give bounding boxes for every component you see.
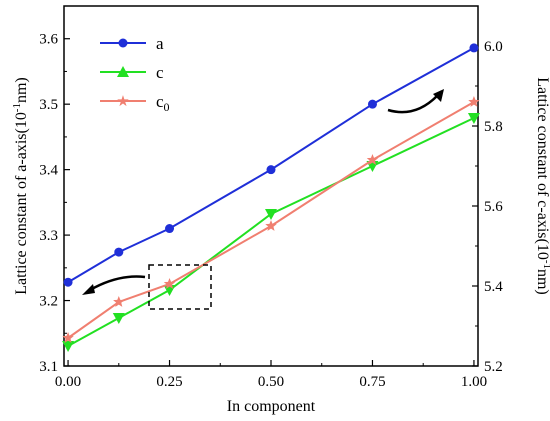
dashed-highlight-box	[148, 264, 212, 310]
left-y-axis-ticks: 3.1 3.2 3.3 3.4 3.5 3.6	[39, 32, 70, 375]
data-point-c0	[366, 154, 379, 165]
right-y-tick-label: 6.0	[484, 39, 503, 55]
left-y-tick-label: 3.2	[39, 294, 58, 310]
right-y-axis-title: Lattice constant of c-axis(10-1nm)	[534, 77, 550, 295]
x-tick-label: 0.25	[156, 374, 182, 390]
x-tick-label: 0.75	[359, 374, 385, 390]
x-tick-label: 0.50	[258, 374, 284, 390]
data-point-c	[265, 209, 277, 220]
data-point-c0	[62, 332, 74, 343]
x-axis-ticks: 0.00 0.25 0.50 0.75 1.00	[55, 360, 487, 390]
data-point-a	[266, 165, 276, 175]
arrow-to-left-axis	[82, 275, 146, 295]
legend-marker-c	[117, 66, 129, 77]
data-point-c	[62, 341, 75, 352]
data-point-a	[367, 99, 377, 109]
data-point-c0	[265, 220, 277, 231]
right-y-tick-label: 5.8	[484, 119, 503, 135]
series-line-c	[67, 117, 475, 347]
series-line-a	[67, 47, 475, 284]
x-tick-label: 1.00	[461, 374, 487, 390]
data-point-a	[469, 43, 479, 53]
left-y-axis-title: Lattice constant of a-axis(10-1nm)	[11, 77, 30, 295]
legend-marker-c0: ★	[116, 92, 129, 110]
legend-label-a: a	[156, 34, 164, 53]
left-y-tick-label: 3.3	[39, 228, 58, 244]
series-line-c0	[67, 101, 475, 339]
right-y-axis-ticks: 5.2 5.4 5.6 5.8 6.0	[472, 39, 503, 375]
left-y-tick-label: 3.1	[39, 359, 58, 375]
legend-label-c0: c0	[156, 92, 170, 114]
data-point-a	[114, 247, 124, 257]
data-point-c	[112, 313, 125, 324]
plot-frame	[63, 5, 479, 367]
x-axis-title: In component	[227, 398, 316, 415]
right-y-tick-label: 5.4	[484, 279, 503, 295]
data-point-a	[165, 224, 175, 234]
left-y-tick-label: 3.5	[39, 97, 58, 113]
data-point-c0	[113, 296, 125, 307]
data-point-c0	[468, 96, 480, 107]
right-y-tick-label: 5.6	[484, 199, 503, 215]
right-y-tick-label: 5.2	[484, 359, 503, 375]
legend-marker-a	[118, 38, 128, 48]
legend-label-c: c	[156, 63, 164, 82]
data-point-c0	[163, 278, 176, 289]
data-point-c	[467, 113, 480, 124]
left-y-tick-label: 3.6	[39, 32, 58, 48]
legend: a c ★ c0	[100, 34, 170, 114]
data-point-c	[163, 285, 176, 296]
left-y-tick-label: 3.4	[39, 163, 58, 179]
x-tick-label: 0.00	[55, 374, 81, 390]
arrow-to-right-axis	[387, 89, 444, 114]
data-point-a	[63, 277, 73, 287]
series-layer	[62, 43, 480, 352]
